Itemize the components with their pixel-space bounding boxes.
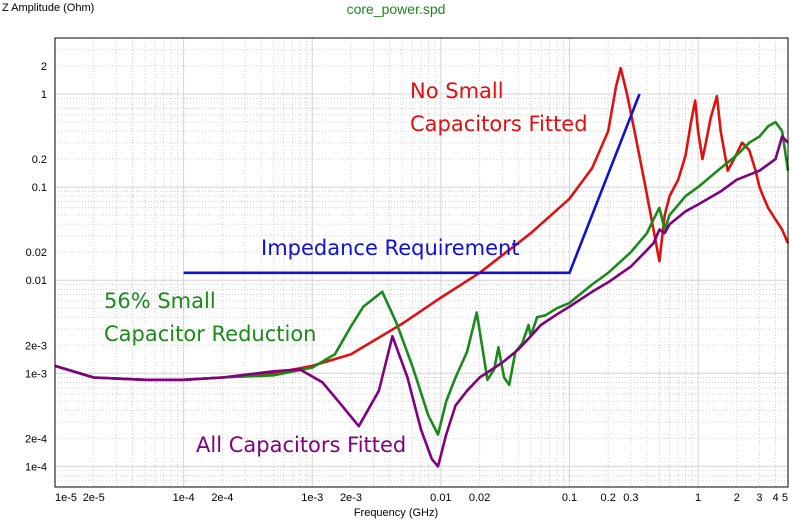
x-tick-label: 1e-5 [55,492,77,504]
x-tick-label: 2 [734,492,740,504]
y-tick-label: 2e-3 [25,340,47,352]
y-tick-label: 1 [41,89,47,101]
x-tick-label: 2e-4 [211,492,233,504]
x-tick-label: 5 [782,492,788,504]
annotation-capacitors-fitted: Capacitors Fitted [410,112,588,136]
annotation-impedance-requirement: Impedance Requirement [261,236,520,260]
y-tick-label: 1e-4 [25,461,47,473]
series-line-0 [54,66,790,382]
y-tick-label: 2e-4 [25,433,47,445]
x-tick-label: 3 [756,492,762,504]
x-tick-label: 0.2 [601,492,616,504]
annotation-all-capacitors-fitted: All Capacitors Fitted [196,433,406,457]
y-tick-label: 2 [41,61,47,73]
series-line-2 [54,135,789,468]
x-tick-label: 2e-3 [340,492,362,504]
x-tick-label: 0.1 [562,492,577,504]
series-line-3 [183,93,641,275]
annotation-capacitor-reduction: Capacitor Reduction [104,322,316,346]
y-tick-label: 0.1 [32,182,47,194]
y-tick-label: 0.02 [26,247,47,259]
y-tick-label: 0.01 [26,275,47,287]
annotation-56-small: 56% Small [104,289,216,313]
x-tick-labels: 1e-5 2e-5 1e-4 2e-4 1e-3 2e-3 0.01 0.02 0.1 0.2 0.… [55,492,788,504]
series-group [54,66,790,468]
chart-title: core_power.spd [346,1,446,17]
y-tick-label: 1e-3 [25,368,47,380]
x-tick-label: 2e-5 [83,492,105,504]
x-axis-label: Frequency (GHz) [353,507,439,519]
annotation-no-small: No Small [410,79,504,103]
x-tick-label: 1e-3 [301,492,323,504]
x-tick-label: 4 [772,492,778,504]
y-axis-label: Z Amplitude (Ohm) [2,2,95,14]
x-tick-label: 0.02 [469,492,490,504]
y-tick-labels: 2 1 0.2 0.1 0.02 0.01 2e-3 1e-3 2e-4 1e-4 [25,61,47,473]
x-tick-label: 1 [695,492,701,504]
grid-lines [54,37,789,488]
plot-frame [54,37,789,488]
x-tick-label: 1e-4 [173,492,195,504]
x-tick-label: 0.3 [623,492,638,504]
x-tick-label: 0.01 [430,492,451,504]
y-tick-label: 0.2 [32,154,47,166]
